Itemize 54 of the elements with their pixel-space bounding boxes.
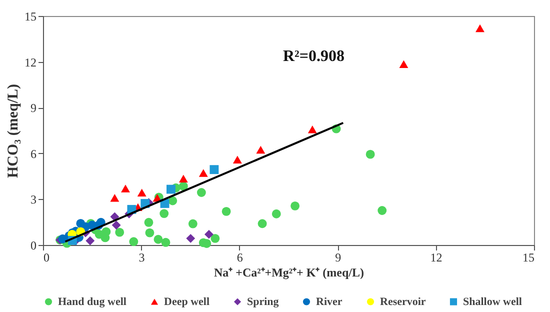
point — [110, 194, 120, 202]
legend-label: River — [316, 296, 342, 308]
point — [272, 209, 281, 218]
point — [476, 24, 484, 32]
legend-label: Spring — [247, 296, 280, 308]
point — [366, 150, 375, 159]
point — [210, 234, 220, 243]
point — [121, 184, 130, 192]
point — [232, 156, 242, 164]
point — [258, 219, 267, 228]
annotation: R²=0.908 — [283, 48, 344, 65]
point — [204, 230, 214, 239]
point — [188, 219, 198, 228]
x-axis-title: Na⁺ +Ca²⁺+Mg²⁺+ K⁺ (meq/L) — [214, 266, 364, 280]
x-tick-label: 12 — [430, 250, 442, 264]
y-tick-label: 9 — [30, 101, 36, 116]
x-tick-label: 0 — [44, 250, 50, 264]
x-tick-label: 15 — [522, 250, 534, 264]
y-axis-title: HCO₃ (meq/L) — [6, 84, 22, 178]
point — [144, 218, 154, 227]
point — [112, 220, 121, 230]
legend-label: Shallow well — [463, 296, 522, 308]
x-tick-label: 6 — [236, 250, 243, 264]
point — [115, 228, 124, 237]
point — [129, 237, 138, 246]
x-tick-label: 9 — [335, 250, 342, 264]
point — [290, 201, 300, 210]
point — [399, 60, 408, 68]
point — [256, 146, 266, 154]
point — [137, 188, 146, 197]
point — [186, 234, 196, 243]
point — [154, 234, 163, 244]
x-tick-label: 3 — [138, 250, 145, 264]
point — [198, 169, 208, 177]
legend-label: Hand dug well — [58, 296, 126, 308]
point — [378, 206, 387, 215]
point — [86, 236, 95, 246]
point — [166, 184, 176, 194]
point — [196, 188, 206, 197]
point — [308, 126, 317, 134]
legend-label: Reservoir — [380, 296, 426, 308]
point — [145, 228, 154, 238]
point — [178, 174, 188, 182]
point — [178, 182, 188, 191]
y-tick-label: 15 — [24, 10, 36, 24]
y-tick-label: 0 — [30, 238, 36, 252]
legend-label: Deep well — [164, 296, 210, 308]
y-tick-label: 6 — [30, 146, 36, 161]
y-tick-label: 12 — [24, 55, 36, 70]
point — [210, 165, 219, 174]
y-tick-label: 3 — [30, 192, 36, 207]
point — [161, 238, 170, 247]
point — [222, 206, 231, 216]
point — [160, 209, 169, 218]
